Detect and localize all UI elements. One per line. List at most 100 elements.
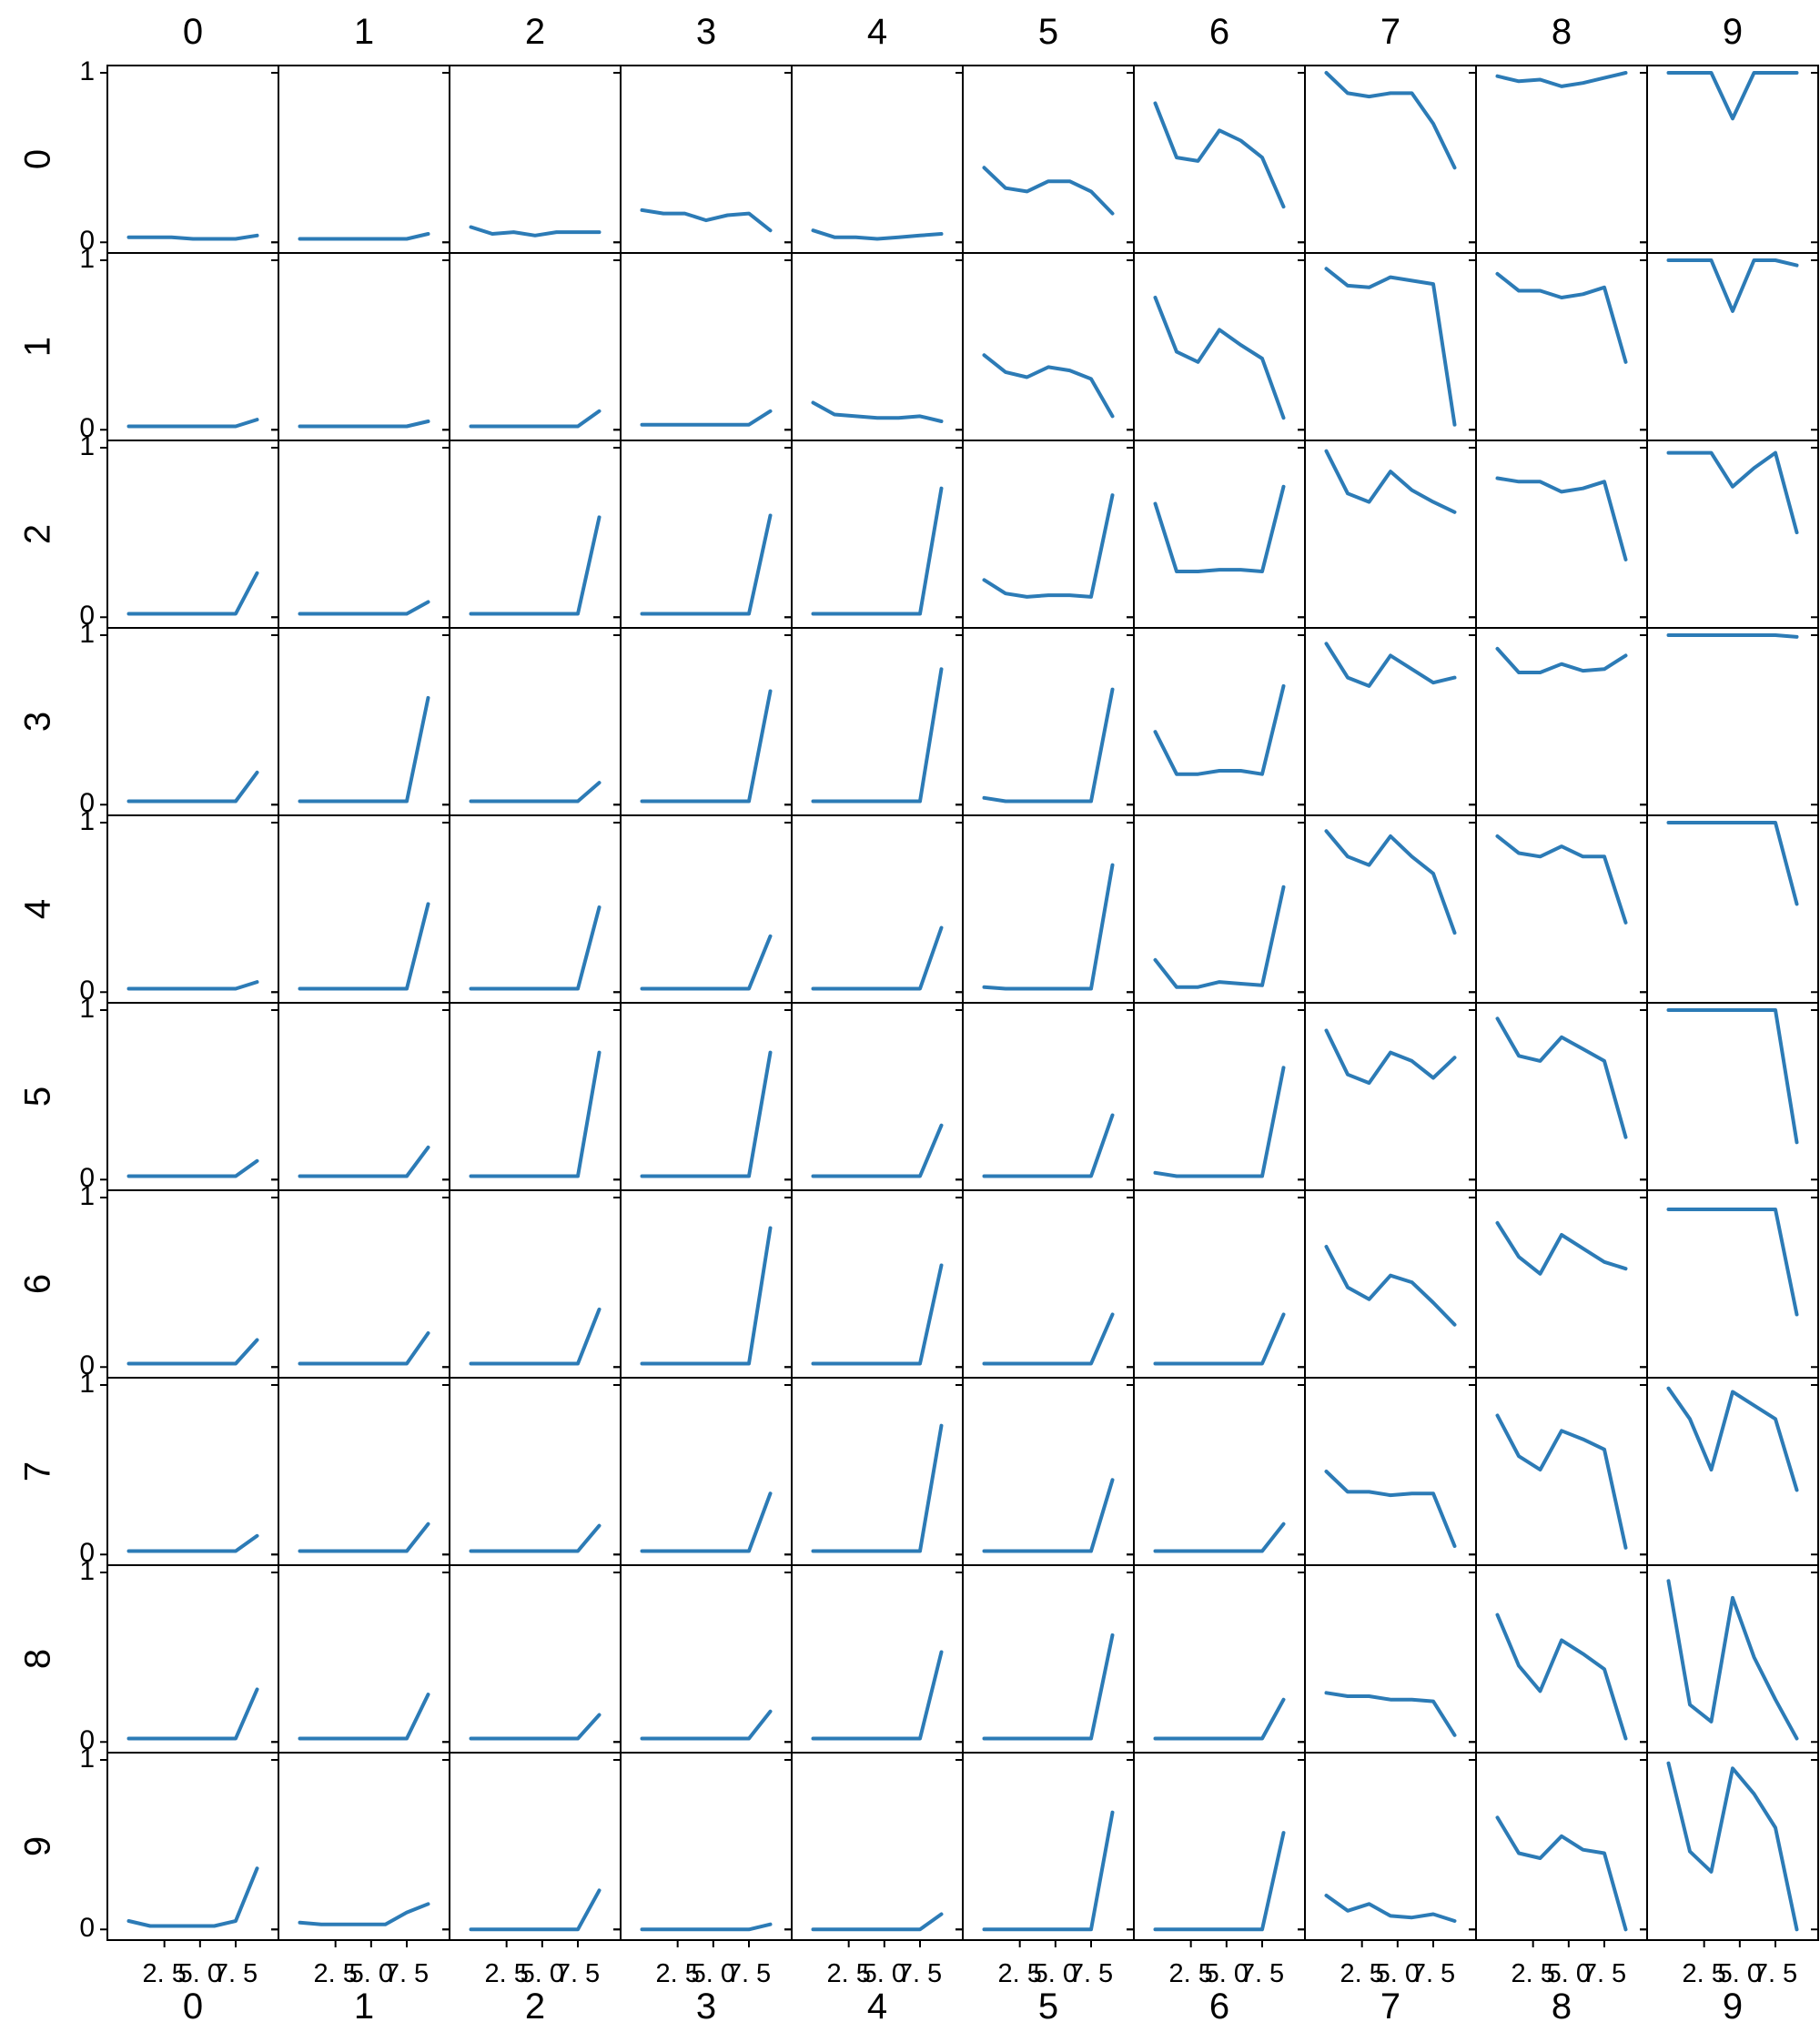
panel-frame xyxy=(449,65,622,254)
series-line xyxy=(982,1633,1115,1741)
row-title: 7 xyxy=(18,1461,58,1481)
panel-frame xyxy=(791,440,964,629)
panel-frame xyxy=(449,1002,622,1191)
x-axis-label: 9 xyxy=(1723,1987,1743,2027)
series-line xyxy=(126,1687,259,1741)
series-line xyxy=(298,1902,430,1926)
panel-frame xyxy=(106,627,279,816)
panel-frame xyxy=(106,252,279,441)
panel-frame xyxy=(962,440,1135,629)
panel-frame xyxy=(1475,1002,1648,1191)
x-tick-label: 7. 5 xyxy=(1240,1959,1284,1988)
panel-frame xyxy=(278,1564,450,1754)
panel-frame xyxy=(1646,627,1819,816)
panel-frame xyxy=(106,1564,279,1754)
panel-frame xyxy=(791,1564,964,1754)
series-line xyxy=(126,770,259,804)
y-tick-label: 1 xyxy=(79,56,95,86)
panel-frame xyxy=(962,1189,1135,1379)
x-tick-label: 7. 5 xyxy=(1411,1959,1455,1988)
series-line xyxy=(298,420,430,429)
column-title: 6 xyxy=(1209,12,1229,52)
panel-frame xyxy=(791,1002,964,1191)
panel-frame xyxy=(1475,1377,1648,1566)
series-line xyxy=(298,695,430,804)
x-axis-label: 6 xyxy=(1209,1987,1229,2027)
series-line xyxy=(1495,834,1628,925)
panel-frame xyxy=(1646,814,1819,1004)
panel-frame xyxy=(1133,1377,1306,1566)
x-tick-label: 5. 0 xyxy=(178,1959,222,1988)
series-line xyxy=(1666,633,1799,639)
panel-frame xyxy=(791,1377,964,1566)
series-line xyxy=(298,1693,430,1741)
row-title: 2 xyxy=(18,524,58,544)
series-line xyxy=(126,418,259,429)
x-tick-label: 2. 5 xyxy=(142,1959,186,1988)
x-tick-label: 5. 0 xyxy=(863,1959,906,1988)
panel-frame xyxy=(791,814,964,1004)
series-line xyxy=(811,1123,944,1178)
panel-frame xyxy=(620,814,793,1004)
row-title: 5 xyxy=(18,1087,58,1107)
y-tick-label: 0 xyxy=(79,413,95,443)
y-tick-label: 1 xyxy=(79,806,95,836)
y-tick-label: 1 xyxy=(79,431,95,461)
series-line xyxy=(1495,646,1628,674)
series-line xyxy=(811,1423,944,1553)
series-line xyxy=(1324,1894,1457,1923)
series-line xyxy=(469,225,602,238)
y-tick-label: 0 xyxy=(79,1725,95,1755)
series-line xyxy=(640,689,773,804)
x-tick-label: 7. 5 xyxy=(727,1959,771,1988)
series-line xyxy=(1666,71,1799,121)
series-line xyxy=(982,687,1115,804)
panel-frame xyxy=(962,1002,1135,1191)
series-line xyxy=(469,1307,602,1366)
series-line xyxy=(1153,1066,1286,1178)
series-line xyxy=(982,493,1115,599)
column-title: 3 xyxy=(696,12,716,52)
row-title: 1 xyxy=(18,337,58,357)
panel-frame xyxy=(1304,814,1477,1004)
series-line xyxy=(982,1113,1115,1178)
row-title: 0 xyxy=(18,149,58,169)
column-title: 7 xyxy=(1380,12,1400,52)
series-line xyxy=(1495,476,1628,561)
panel-frame xyxy=(278,1752,450,1941)
panel-frame xyxy=(106,65,279,254)
series-line xyxy=(1666,821,1799,906)
series-line xyxy=(982,1478,1115,1553)
x-tick-label: 7. 5 xyxy=(1582,1959,1626,1988)
panel-frame xyxy=(962,814,1135,1004)
x-tick-label: 5. 0 xyxy=(1376,1959,1420,1988)
y-tick-label: 1 xyxy=(79,1744,95,1774)
series-line xyxy=(1153,484,1286,573)
series-line xyxy=(1495,1016,1628,1139)
series-line xyxy=(298,232,430,241)
panel-frame xyxy=(620,1189,793,1379)
x-axis-label: 0 xyxy=(183,1987,203,2027)
y-tick-label: 1 xyxy=(79,994,95,1024)
series-line xyxy=(1153,1831,1286,1932)
panel-frame xyxy=(1304,1189,1477,1379)
x-tick-label: 2. 5 xyxy=(484,1959,528,1988)
panel-frame xyxy=(1133,65,1306,254)
y-tick-label: 1 xyxy=(79,1556,95,1586)
x-tick-label: 2. 5 xyxy=(1682,1959,1725,1988)
row-title: 8 xyxy=(18,1649,58,1669)
x-tick-label: 7. 5 xyxy=(385,1959,429,1988)
series-line xyxy=(126,980,259,991)
series-line xyxy=(640,1491,773,1553)
panel-frame xyxy=(106,440,279,629)
series-line xyxy=(1324,1470,1457,1548)
series-line xyxy=(982,1312,1115,1366)
series-line xyxy=(298,1145,430,1178)
series-line xyxy=(126,571,259,616)
panel-frame xyxy=(1133,1564,1306,1754)
panel-frame xyxy=(1475,1189,1648,1379)
panel-frame xyxy=(1133,1189,1306,1379)
series-line xyxy=(1324,1028,1457,1086)
y-tick-label: 0 xyxy=(79,1913,95,1943)
